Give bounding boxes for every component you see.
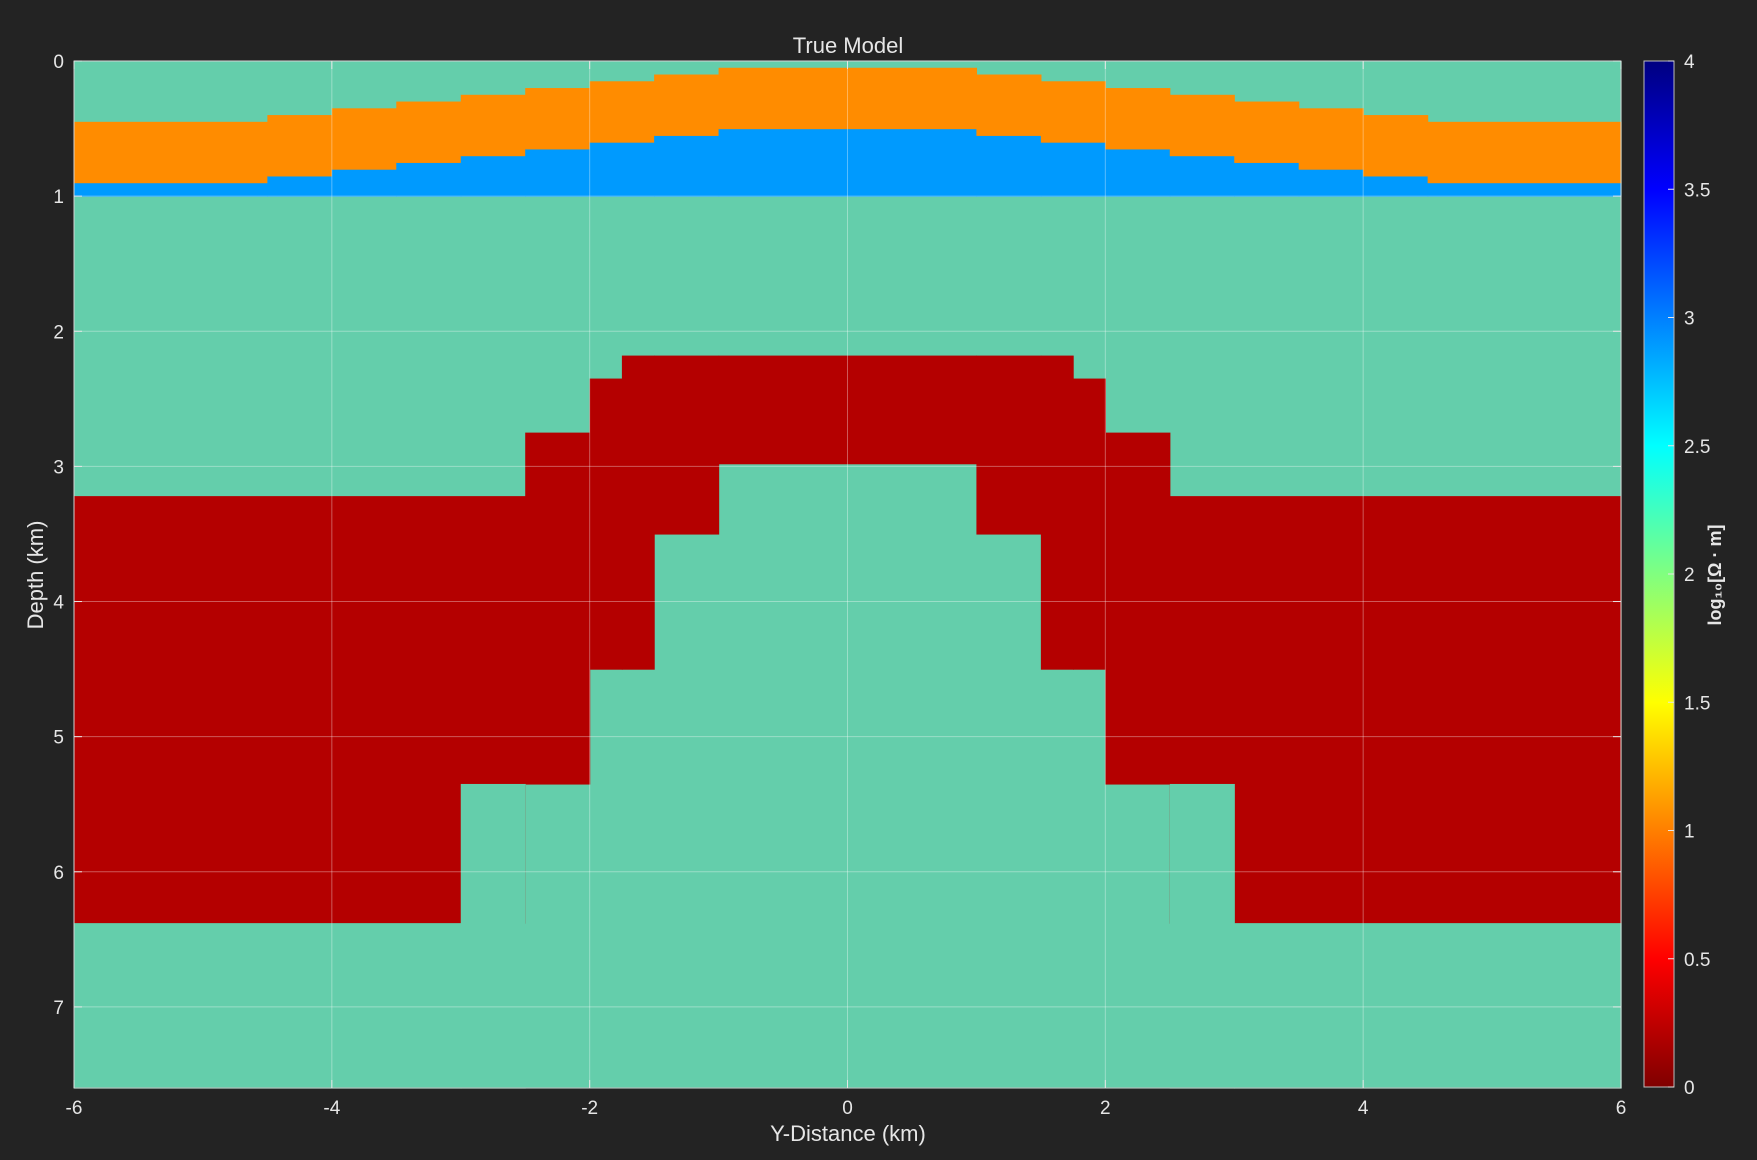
- colorbar-tick-label: 2.5: [1684, 437, 1710, 458]
- conductor-cell: [976, 355, 1042, 535]
- orange-layer-cell: [396, 101, 462, 163]
- orange-layer-cell: [589, 81, 655, 143]
- colorbar-tick-label: 0.5: [1684, 950, 1710, 971]
- orange-layer-cell: [718, 67, 978, 130]
- orange-layer-cell: [1298, 108, 1364, 170]
- orange-layer-cell: [1234, 101, 1300, 163]
- blue-layer-cell: [1427, 182, 1622, 197]
- x-tick-label: -2: [581, 1098, 598, 1119]
- orange-layer-cell: [525, 88, 591, 150]
- blue-layer-cell: [74, 182, 268, 197]
- conductor-cell: [1073, 378, 1106, 670]
- conductor-cell: [1169, 496, 1622, 924]
- colorbar-tick-label: 1.5: [1684, 693, 1710, 714]
- colorbar-label: log₁₀[Ω · m]: [1705, 525, 1725, 626]
- y-tick-label: 1: [53, 187, 64, 208]
- conductor-cell: [1040, 355, 1074, 670]
- colorbar-tick-label: 3.5: [1684, 180, 1710, 201]
- background-cell: [1234, 923, 1622, 1089]
- orange-layer-cell: [74, 121, 268, 184]
- colorbar-tick-label: 0: [1684, 1078, 1695, 1099]
- y-tick-label: 6: [53, 863, 64, 884]
- x-tick-label: 6: [1616, 1098, 1627, 1119]
- blue-layer-cell: [525, 148, 591, 197]
- x-axis-ticks: -6 -4 -2 0 2 4 6: [66, 61, 1627, 1119]
- y-tick-label: 5: [53, 728, 64, 749]
- conductor-cell: [654, 355, 720, 535]
- colorbar-tick-label: 1: [1684, 822, 1695, 843]
- blue-layer-cell: [1363, 175, 1429, 197]
- blue-layer-cell: [460, 155, 526, 197]
- orange-layer-cell: [1105, 88, 1171, 150]
- orange-layer-cell: [331, 108, 397, 170]
- y-tick-label: 3: [53, 457, 64, 478]
- blue-layer-cell: [331, 169, 397, 197]
- conductor-cell: [525, 432, 591, 785]
- y-tick-label: 4: [53, 593, 64, 614]
- blue-layer-cell: [396, 162, 462, 197]
- x-axis-label: Y-Distance (km): [770, 1121, 926, 1146]
- y-tick-label: 2: [53, 322, 64, 343]
- y-axis-label: Depth (km): [23, 521, 48, 630]
- blue-layer-cell: [718, 128, 978, 197]
- x-tick-label: 4: [1358, 1098, 1369, 1119]
- blue-layer-cell: [654, 135, 720, 197]
- conductor-cell: [74, 496, 526, 924]
- chart-title: True Model: [793, 33, 903, 58]
- conductor-cell: [718, 355, 978, 465]
- blue-layer-cell: [1040, 142, 1106, 197]
- orange-layer-cell: [460, 94, 526, 157]
- conductor-cell: [589, 378, 623, 670]
- blue-layer-cell: [1105, 148, 1171, 197]
- colorbar: 0 0.5 1 1.5 2 2.5 3 3.5 4: [1643, 52, 1710, 1099]
- conductor-cell: [1105, 432, 1171, 785]
- x-tick-label: 0: [842, 1098, 853, 1119]
- colorbar-tick-label: 4: [1684, 52, 1695, 73]
- blue-layer-cell: [267, 175, 333, 197]
- x-tick-label: -4: [323, 1098, 340, 1119]
- orange-layer-cell: [1040, 81, 1106, 143]
- orange-layer-cell: [1169, 94, 1235, 157]
- background-cell: [74, 923, 462, 1089]
- blue-layer-cell: [589, 142, 655, 197]
- background-cell: [460, 783, 526, 1089]
- y-tick-label: 7: [53, 998, 64, 1019]
- colorbar-tick-label: 3: [1684, 309, 1695, 330]
- orange-layer-cell: [976, 74, 1042, 136]
- orange-layer-cell: [654, 74, 720, 136]
- plot-area: [73, 60, 1622, 1089]
- blue-layer-cell: [1298, 169, 1364, 197]
- y-tick-label: 0: [53, 52, 64, 73]
- orange-layer-cell: [1427, 121, 1622, 184]
- x-tick-label: 2: [1100, 1098, 1111, 1119]
- conductor-cell: [621, 355, 655, 670]
- colorbar-tick-label: 2: [1684, 565, 1695, 586]
- y-axis-ticks: 0 1 2 3 4 5 6 7: [53, 52, 1621, 1019]
- x-tick-label: -6: [66, 1098, 83, 1119]
- background-cell: [1169, 783, 1235, 1089]
- orange-layer-cell: [267, 115, 333, 177]
- blue-layer-cell: [1234, 162, 1300, 197]
- orange-layer-cell: [1363, 115, 1429, 177]
- blue-layer-cell: [1169, 155, 1235, 197]
- blue-layer-cell: [976, 135, 1042, 197]
